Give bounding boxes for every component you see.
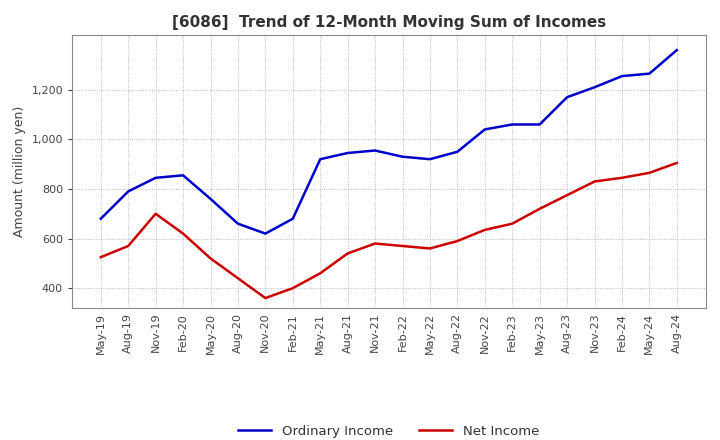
Net Income — [151, 211, 160, 216]
Ordinary Income — [233, 221, 242, 226]
Net Income — [398, 243, 407, 249]
Net Income — [536, 206, 544, 212]
Ordinary Income — [453, 149, 462, 154]
Net Income — [316, 271, 325, 276]
Ordinary Income — [672, 48, 681, 53]
Net Income — [289, 286, 297, 291]
Net Income — [233, 275, 242, 281]
Net Income — [96, 254, 105, 260]
Net Income — [343, 251, 352, 256]
Net Income — [645, 170, 654, 176]
Ordinary Income — [96, 216, 105, 221]
Ordinary Income — [563, 95, 572, 100]
Ordinary Income — [480, 127, 489, 132]
Ordinary Income — [536, 122, 544, 127]
Ordinary Income — [343, 150, 352, 156]
Ordinary Income — [398, 154, 407, 159]
Ordinary Income — [590, 84, 599, 90]
Net Income — [480, 227, 489, 232]
Legend: Ordinary Income, Net Income: Ordinary Income, Net Income — [233, 420, 544, 440]
Net Income — [508, 221, 516, 226]
Net Income — [426, 246, 434, 251]
Ordinary Income — [151, 175, 160, 180]
Line: Ordinary Income: Ordinary Income — [101, 50, 677, 234]
Ordinary Income — [289, 216, 297, 221]
Net Income — [590, 179, 599, 184]
Ordinary Income — [426, 157, 434, 162]
Ordinary Income — [645, 71, 654, 76]
Ordinary Income — [206, 196, 215, 202]
Title: [6086]  Trend of 12-Month Moving Sum of Incomes: [6086] Trend of 12-Month Moving Sum of I… — [171, 15, 606, 30]
Ordinary Income — [508, 122, 516, 127]
Ordinary Income — [179, 172, 187, 178]
Ordinary Income — [316, 157, 325, 162]
Ordinary Income — [124, 189, 132, 194]
Net Income — [261, 295, 270, 301]
Y-axis label: Amount (million yen): Amount (million yen) — [13, 106, 26, 237]
Net Income — [563, 193, 572, 198]
Net Income — [179, 231, 187, 236]
Ordinary Income — [261, 231, 270, 236]
Net Income — [124, 243, 132, 249]
Net Income — [206, 256, 215, 261]
Net Income — [672, 160, 681, 165]
Ordinary Income — [371, 148, 379, 153]
Ordinary Income — [618, 73, 626, 79]
Line: Net Income: Net Income — [101, 163, 677, 298]
Net Income — [371, 241, 379, 246]
Net Income — [618, 175, 626, 180]
Net Income — [453, 238, 462, 244]
